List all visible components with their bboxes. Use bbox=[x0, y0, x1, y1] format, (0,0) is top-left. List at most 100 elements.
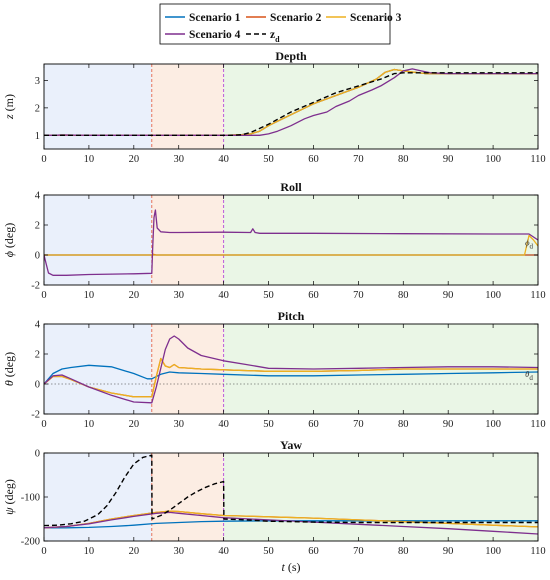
legend-entry-scenario-2: Scenario 2 bbox=[246, 12, 322, 24]
series-line-scenario-4 bbox=[44, 209, 538, 276]
x-tick-label: 0 bbox=[41, 154, 46, 165]
x-tick-label: 100 bbox=[485, 546, 501, 557]
y-tick-label: -100 bbox=[21, 493, 40, 504]
x-tick-label: 20 bbox=[129, 546, 140, 557]
x-tick-label: 50 bbox=[263, 290, 274, 301]
x-tick-label: 80 bbox=[398, 154, 409, 165]
x-tick-label: 0 bbox=[41, 546, 46, 557]
series-line-z-d bbox=[44, 454, 538, 527]
x-tick-label: 100 bbox=[485, 154, 501, 165]
x-tick-label: 40 bbox=[218, 419, 229, 430]
panel-title: Depth bbox=[275, 49, 307, 63]
x-tick-label: 10 bbox=[84, 290, 95, 301]
y-tick-label: -2 bbox=[31, 281, 40, 292]
y-axis-label: z (m) bbox=[2, 94, 16, 120]
x-tick-label: 50 bbox=[263, 154, 274, 165]
series-line-scenario-4 bbox=[44, 335, 538, 404]
y-axis-label: ψ (deg) bbox=[2, 479, 16, 515]
y-tick-label: 2 bbox=[35, 221, 40, 232]
y-tick-label: 3 bbox=[35, 76, 40, 87]
legend-entry-scenario-3: Scenario 3 bbox=[326, 12, 402, 24]
reference-annotation: ϕd bbox=[525, 238, 533, 251]
x-tick-label: 110 bbox=[530, 154, 545, 165]
panel-title: Yaw bbox=[280, 438, 302, 452]
y-tick-label: 0 bbox=[35, 251, 40, 262]
series-group bbox=[44, 454, 538, 535]
series-line-scenario-1 bbox=[44, 520, 538, 529]
series-group bbox=[44, 68, 538, 137]
legend-label: Scenario 4 bbox=[189, 29, 241, 41]
x-tick-label: 60 bbox=[308, 154, 319, 165]
y-axis-label: θ (deg) bbox=[2, 352, 16, 386]
x-tick-label: 40 bbox=[218, 290, 229, 301]
x-tick-label: 90 bbox=[443, 290, 454, 301]
x-tick-label: 50 bbox=[263, 419, 274, 430]
legend-entry-scenario-1: Scenario 1 bbox=[165, 12, 241, 24]
x-tick-label: 100 bbox=[485, 290, 501, 301]
y-tick-label: 0 bbox=[35, 449, 40, 460]
x-tick-label: 70 bbox=[353, 154, 364, 165]
phase-region-3 bbox=[223, 195, 539, 285]
y-tick-label: -200 bbox=[21, 537, 40, 548]
legend-label: zd bbox=[270, 29, 280, 44]
x-tick-label: 80 bbox=[398, 290, 409, 301]
x-tick-label: 40 bbox=[218, 546, 229, 557]
x-tick-label: 80 bbox=[398, 419, 409, 430]
panel-depth: 0 10 20 30 40 50 60 70 80 90 100 110 1 2 3 Depth z (m) bbox=[2, 49, 546, 165]
x-tick-label: 60 bbox=[308, 419, 319, 430]
panel-title: Roll bbox=[280, 180, 302, 194]
x-tick-label: 70 bbox=[353, 546, 364, 557]
phase-region-2 bbox=[151, 64, 224, 149]
phase-region-3 bbox=[223, 64, 539, 149]
x-tick-label: 70 bbox=[353, 419, 364, 430]
x-tick-label: 30 bbox=[173, 546, 184, 557]
y-tick-label: 2 bbox=[35, 103, 40, 114]
phase-region-1 bbox=[44, 324, 152, 414]
y-tick-label: 4 bbox=[35, 191, 41, 202]
panel-yaw: 0 10 20 30 40 50 60 70 80 90 100 110 -200 -100 0 Yaw ψ (… bbox=[2, 438, 546, 574]
y-tick-label: 0 bbox=[35, 380, 40, 391]
axes-box bbox=[43, 323, 539, 415]
legend-entry-z-d: zd bbox=[246, 29, 280, 44]
x-tick-label: 110 bbox=[530, 546, 545, 557]
x-tick-label: 50 bbox=[263, 546, 274, 557]
x-tick-label: 30 bbox=[173, 154, 184, 165]
y-tick-label: -2 bbox=[31, 410, 40, 421]
phase-region-2 bbox=[151, 195, 224, 285]
x-tick-label: 70 bbox=[353, 290, 364, 301]
series-line-scenario-4 bbox=[44, 511, 538, 535]
y-tick-label: 4 bbox=[35, 320, 41, 331]
legend-box bbox=[159, 3, 391, 45]
x-tick-label: 10 bbox=[84, 419, 95, 430]
x-tick-label: 30 bbox=[173, 419, 184, 430]
series-line-z-d bbox=[44, 72, 538, 137]
x-tick-label: 60 bbox=[308, 290, 319, 301]
x-axis-label: t (s) bbox=[281, 560, 300, 574]
panel-title: Pitch bbox=[278, 309, 305, 323]
phase-region-3 bbox=[223, 453, 539, 541]
x-tick-label: 60 bbox=[308, 546, 319, 557]
series-group bbox=[44, 209, 538, 276]
phase-region-1 bbox=[44, 195, 152, 285]
legend: Scenario 1 Scenario 2 Scenario 3 Scenario 4… bbox=[159, 3, 402, 45]
x-tick-label: 0 bbox=[41, 419, 46, 430]
phase-region-1 bbox=[44, 64, 152, 149]
x-tick-label: 90 bbox=[443, 154, 454, 165]
x-tick-label: 20 bbox=[129, 419, 140, 430]
y-tick-label: 1 bbox=[35, 131, 40, 142]
x-tick-label: 90 bbox=[443, 419, 454, 430]
legend-entry-scenario-4: Scenario 4 bbox=[165, 29, 241, 41]
axes-box bbox=[43, 63, 539, 150]
x-tick-label: 110 bbox=[530, 290, 545, 301]
y-tick-label: 2 bbox=[35, 350, 40, 361]
x-tick-label: 110 bbox=[530, 419, 545, 430]
series-line-scenario-3 bbox=[44, 234, 538, 256]
x-tick-label: 10 bbox=[84, 546, 95, 557]
axes-box bbox=[43, 194, 539, 286]
x-tick-label: 0 bbox=[41, 290, 46, 301]
x-tick-label: 90 bbox=[443, 546, 454, 557]
series-group bbox=[44, 335, 538, 404]
